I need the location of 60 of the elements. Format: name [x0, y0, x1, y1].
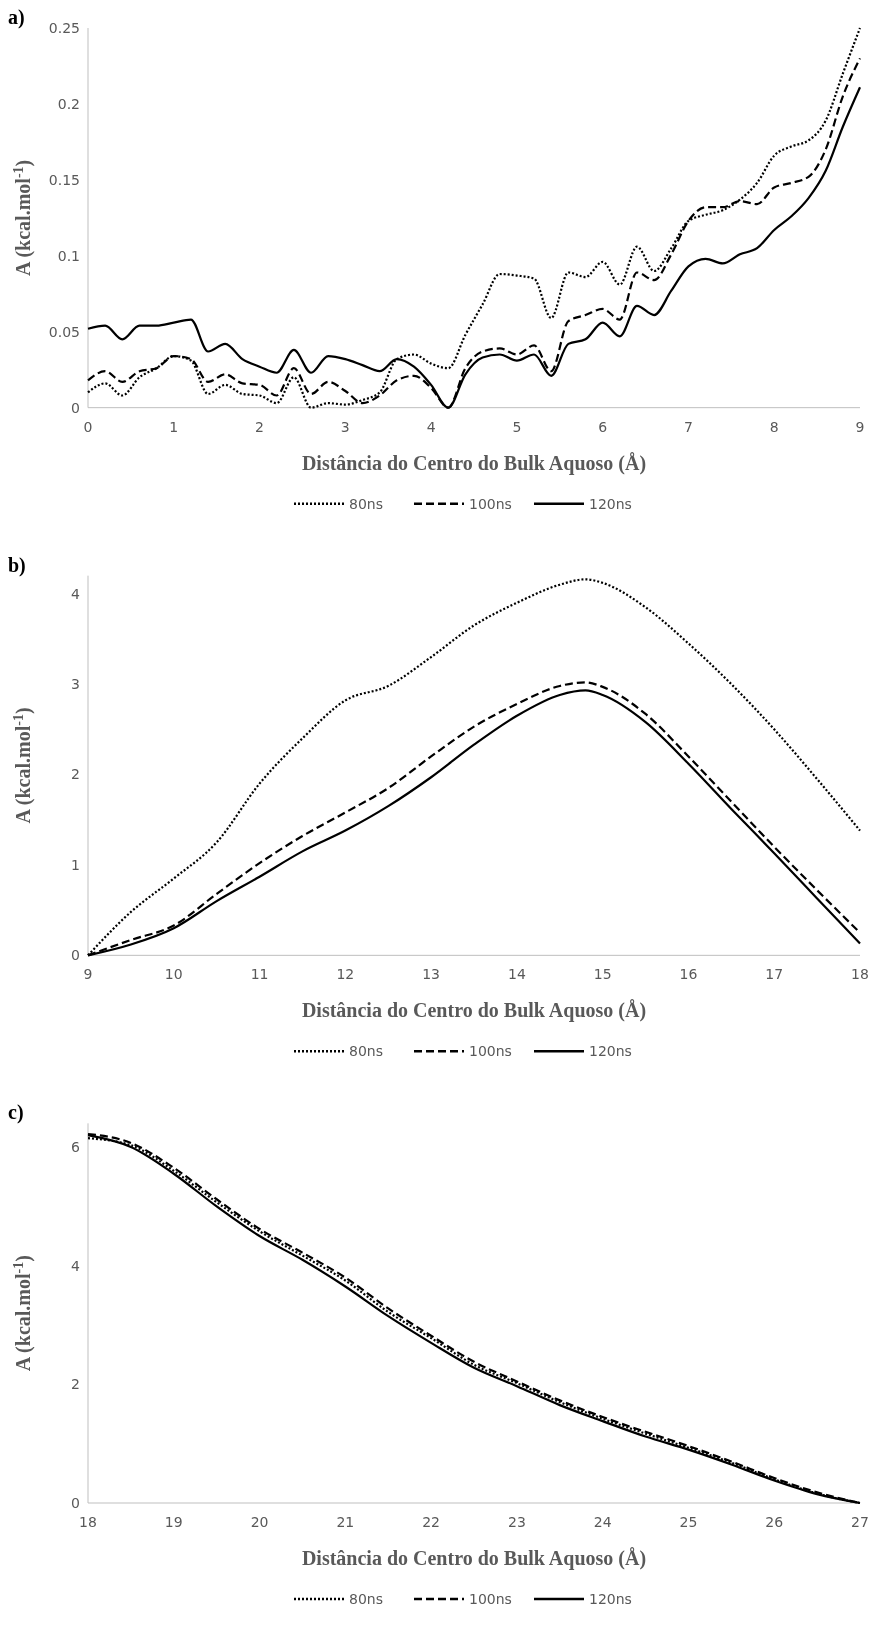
y-tick-label: 0.2 [57, 95, 80, 112]
x-tick-label: 10 [164, 966, 183, 983]
legend-label: 80ns [349, 1590, 383, 1607]
legend-label: 100ns [469, 1043, 512, 1060]
x-tick-label: 17 [765, 966, 784, 983]
x-tick-label: 0 [83, 418, 93, 435]
y-tick-label: 2 [71, 766, 80, 783]
chart-title: b) [8, 553, 26, 577]
y-tick-label: 2 [71, 1376, 80, 1393]
x-tick-label: 19 [164, 1514, 183, 1530]
y-tick-label: 0.1 [57, 247, 80, 264]
x-tick-label: 15 [593, 966, 612, 983]
y-tick-label: 1 [71, 856, 80, 873]
legend-label: 120ns [589, 495, 632, 512]
y-tick-label: 0 [71, 947, 80, 964]
chart-title: a) [8, 6, 25, 29]
y-tick-label: 6 [71, 1138, 81, 1155]
y-tick-label: 0 [71, 1494, 80, 1511]
legend-label: 100ns [469, 1590, 512, 1607]
y-tick-label: 0.05 [48, 323, 80, 340]
chart-title: c) [8, 1101, 24, 1125]
legend-label: 120ns [589, 1590, 632, 1607]
x-tick-label: 20 [250, 1514, 269, 1530]
y-tick-label: 4 [71, 1257, 81, 1274]
x-tick-label: 6 [598, 418, 608, 435]
x-tick-label: 12 [336, 966, 355, 983]
y-tick-label: 0.25 [48, 19, 80, 36]
legend-label: 80ns [349, 495, 383, 512]
x-tick-label: 5 [512, 418, 522, 435]
x-tick-label: 7 [683, 418, 693, 435]
x-tick-label: 9 [855, 418, 865, 435]
x-tick-label: 26 [765, 1514, 784, 1530]
legend-label: 100ns [469, 495, 512, 512]
x-tick-label: 18 [851, 966, 869, 983]
y-tick-label: 4 [71, 585, 81, 602]
x-tick-label: 21 [336, 1514, 355, 1530]
x-axis-title: Distância do Centro do Bulk Aquoso (Å) [301, 451, 647, 475]
x-tick-label: 2 [255, 418, 265, 435]
x-axis-title: Distância do Centro do Bulk Aquoso (Å) [301, 1547, 647, 1570]
x-axis-title: Distância do Centro do Bulk Aquoso (Å) [301, 999, 647, 1023]
legend-label: 120ns [589, 1043, 632, 1060]
x-tick-label: 8 [769, 418, 779, 435]
x-tick-label: 27 [851, 1514, 869, 1530]
x-tick-label: 11 [250, 966, 269, 983]
x-tick-label: 24 [593, 1514, 612, 1530]
x-tick-label: 18 [79, 1514, 97, 1530]
legend-label: 80ns [349, 1043, 383, 1060]
x-tick-label: 22 [422, 1514, 441, 1530]
x-tick-label: 1 [169, 418, 179, 435]
x-tick-label: 25 [679, 1514, 698, 1530]
x-tick-label: 3 [340, 418, 350, 435]
x-tick-label: 9 [83, 966, 93, 983]
x-tick-label: 16 [679, 966, 698, 983]
x-tick-label: 13 [422, 966, 441, 983]
y-tick-label: 0 [71, 399, 80, 416]
x-tick-label: 14 [507, 966, 526, 983]
y-tick-label: 0.15 [48, 171, 80, 188]
x-tick-label: 23 [507, 1514, 526, 1530]
x-tick-label: 4 [426, 418, 436, 435]
y-tick-label: 3 [71, 676, 80, 693]
